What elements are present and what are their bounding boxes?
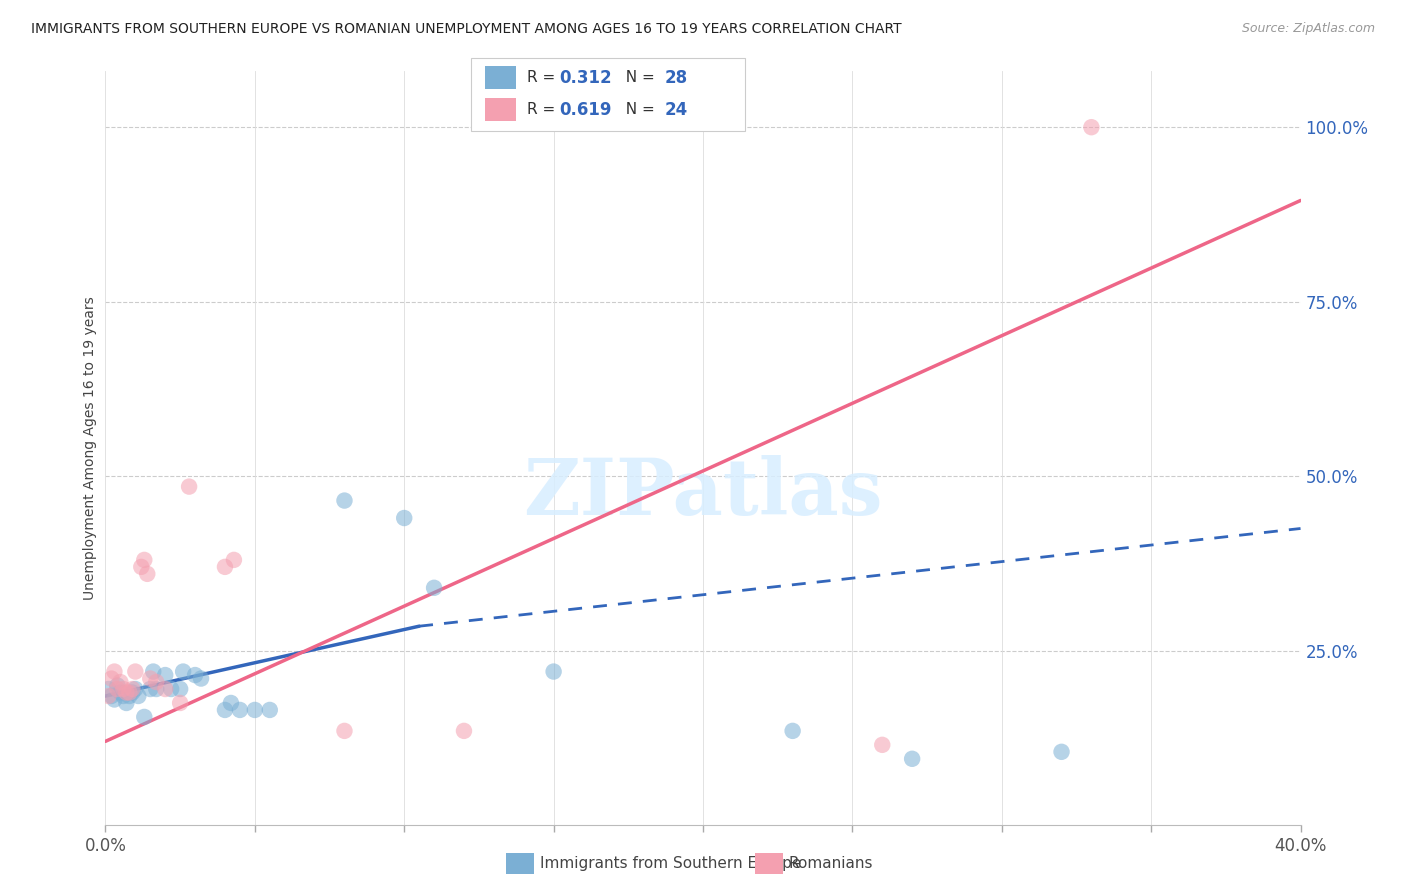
- Point: [100, 689, 122, 703]
- Text: N =: N =: [616, 103, 659, 117]
- Point: [110, 675, 132, 690]
- Text: 24: 24: [665, 101, 689, 119]
- Point: [139, 681, 162, 696]
- Text: Source: ZipAtlas.com: Source: ZipAtlas.com: [1241, 22, 1375, 36]
- Point: [214, 703, 236, 717]
- Point: [394, 511, 416, 525]
- Point: [214, 560, 236, 574]
- Text: N =: N =: [616, 70, 659, 85]
- Point: [190, 672, 212, 686]
- Point: [145, 675, 167, 690]
- Point: [97, 681, 120, 696]
- Point: [100, 672, 122, 686]
- Text: ZIPatlas: ZIPatlas: [523, 456, 883, 532]
- Point: [110, 685, 132, 699]
- Point: [127, 689, 149, 703]
- Text: R =: R =: [527, 70, 561, 85]
- Point: [107, 679, 129, 693]
- Point: [333, 723, 356, 738]
- Point: [139, 672, 162, 686]
- Point: [184, 668, 207, 682]
- Point: [115, 685, 138, 699]
- Point: [129, 560, 153, 574]
- Text: R =: R =: [527, 103, 561, 117]
- Point: [103, 665, 125, 679]
- Point: [872, 738, 894, 752]
- Point: [124, 681, 146, 696]
- Point: [259, 703, 281, 717]
- Point: [142, 665, 165, 679]
- Point: [169, 696, 191, 710]
- Point: [453, 723, 475, 738]
- Y-axis label: Unemployment Among Ages 16 to 19 years: Unemployment Among Ages 16 to 19 years: [83, 296, 97, 600]
- Point: [112, 681, 135, 696]
- Point: [121, 685, 143, 699]
- Point: [543, 665, 565, 679]
- Point: [121, 681, 143, 696]
- Point: [219, 696, 242, 710]
- Point: [107, 681, 129, 696]
- Point: [782, 723, 804, 738]
- Point: [155, 681, 177, 696]
- Point: [124, 665, 146, 679]
- Point: [134, 553, 156, 567]
- Point: [155, 668, 177, 682]
- Point: [243, 703, 266, 717]
- Point: [134, 710, 156, 724]
- Point: [136, 566, 159, 581]
- Text: Immigrants from Southern Europe: Immigrants from Southern Europe: [540, 856, 801, 871]
- Point: [172, 665, 194, 679]
- Point: [118, 685, 141, 699]
- Point: [333, 493, 356, 508]
- Point: [115, 696, 138, 710]
- Point: [145, 681, 167, 696]
- Point: [177, 480, 201, 494]
- Text: 28: 28: [665, 69, 688, 87]
- Point: [901, 752, 924, 766]
- Point: [160, 681, 183, 696]
- Point: [222, 553, 245, 567]
- Point: [97, 689, 120, 703]
- Text: IMMIGRANTS FROM SOUTHERN EUROPE VS ROMANIAN UNEMPLOYMENT AMONG AGES 16 TO 19 YEA: IMMIGRANTS FROM SOUTHERN EUROPE VS ROMAN…: [31, 22, 901, 37]
- Point: [1080, 120, 1102, 135]
- Text: Romanians: Romanians: [789, 856, 873, 871]
- Text: 0.312: 0.312: [560, 69, 612, 87]
- Text: 0.619: 0.619: [560, 101, 612, 119]
- Point: [169, 681, 191, 696]
- Point: [423, 581, 446, 595]
- Point: [1050, 745, 1073, 759]
- Point: [118, 689, 141, 703]
- Point: [229, 703, 252, 717]
- Point: [103, 692, 125, 706]
- Point: [112, 689, 135, 703]
